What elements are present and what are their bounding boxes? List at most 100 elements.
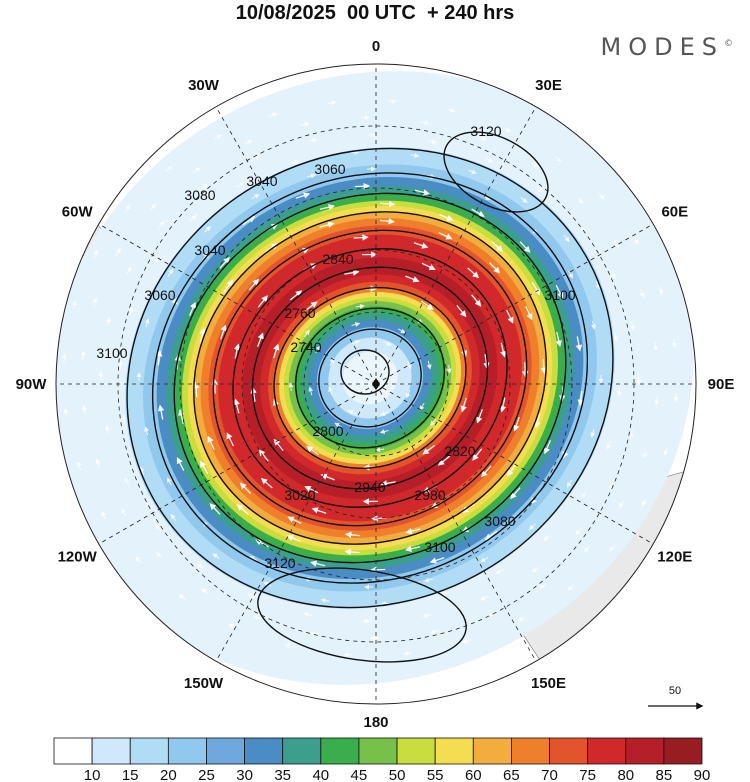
wind-vector-arrow	[456, 304, 467, 318]
wind-vector-arrow	[212, 553, 220, 560]
wind-vector-arrow	[595, 280, 600, 290]
wind-vector-arrow	[375, 447, 385, 453]
colorbar-swatch	[244, 737, 284, 765]
wind-vector-arrow	[540, 358, 548, 375]
wind-vector-arrow	[642, 498, 647, 507]
wind-vector-arrow	[543, 534, 551, 542]
colorbar-swatch	[663, 737, 703, 765]
contour-line	[273, 287, 467, 469]
height-contours	[126, 131, 614, 663]
meridian-line	[98, 223, 377, 385]
wind-vector-arrow	[124, 476, 130, 486]
wind-vector-arrow	[289, 290, 303, 301]
wind-vector-arrow	[239, 482, 251, 494]
wind-vector-arrow	[158, 220, 165, 229]
wind-vector-arrow	[420, 300, 434, 310]
wind-vector-arrow	[104, 425, 110, 434]
wind-vector-arrow	[344, 269, 360, 276]
wind-vector-arrow	[286, 535, 301, 543]
wind-vector-arrow	[563, 234, 570, 243]
longitude-label: 150E	[531, 675, 566, 692]
meridian-line	[215, 383, 377, 662]
wind-vector-arrow	[268, 112, 278, 118]
wind-vector-arrow	[334, 422, 343, 428]
wind-vector-arrow	[513, 416, 520, 432]
wind-vector-arrow	[543, 439, 551, 455]
wind-vector-arrow	[92, 297, 98, 307]
wind-vector-arrow	[568, 270, 573, 279]
wind-vector-arrow	[616, 387, 622, 397]
wind-vector-arrow	[462, 638, 472, 644]
wind-vector-arrow	[575, 336, 583, 352]
wind-vector-arrow	[426, 360, 432, 370]
colorbar-label: 60	[465, 767, 482, 782]
wind-vector-arrow	[380, 200, 396, 208]
wind-vector-arrow	[471, 294, 482, 307]
wind-vector-arrow	[71, 300, 77, 309]
colorbar-label: 15	[122, 767, 139, 782]
meridian-line	[375, 106, 537, 385]
wind-vector-arrow	[327, 100, 337, 106]
colorbar-swatch	[511, 737, 550, 765]
longitude-label: 30E	[535, 77, 562, 94]
wind-vector-arrow	[354, 182, 371, 190]
contour-label: 2840	[322, 251, 353, 267]
wind-vector-arrow	[380, 480, 396, 487]
wind-vector-arrow	[304, 486, 319, 494]
wind-vector-arrow	[351, 340, 361, 345]
longitude-labels: 0 30E 60E 90E 120E 150E 180 150W 120W 90W 60W 30W	[16, 38, 735, 731]
meridian-line	[375, 223, 654, 385]
wind-vector-arrow	[307, 173, 317, 179]
longitude-label: 180	[363, 714, 388, 731]
wind-vector-arrow	[204, 225, 211, 233]
wind-vector-arrow	[437, 455, 451, 466]
wind-vector-arrow	[404, 545, 421, 552]
meridian-line	[375, 383, 654, 545]
wind-vector-arrow	[311, 507, 327, 514]
wind-vector-arrow	[590, 428, 596, 438]
wind-vector-arrow	[403, 650, 413, 656]
wind-vector-arrow	[487, 611, 496, 617]
wind-vector-arrow	[249, 555, 258, 562]
wind-vector-arrow	[93, 249, 98, 258]
contour-label: 3040	[194, 242, 225, 258]
wind-vector-arrow	[76, 461, 82, 470]
wind-vector-arrow	[534, 413, 541, 429]
contour-label: 3120	[264, 555, 295, 571]
wind-vector-arrow	[405, 389, 411, 399]
wind-vector-arrow	[248, 278, 260, 291]
wind-vector-arrow	[236, 182, 245, 188]
wind-vector-arrow	[223, 279, 234, 293]
contour-line	[126, 147, 614, 609]
wind-vector-arrow	[192, 381, 200, 398]
colorbar-swatch	[282, 737, 322, 765]
wind-vector-arrow	[101, 511, 107, 520]
wind-vector-arrow	[115, 247, 121, 256]
wind-vector-arrow	[419, 402, 425, 411]
wind-vector-arrow	[211, 378, 219, 394]
wind-vector-arrow	[421, 262, 436, 270]
wind-vector-arrow	[126, 266, 132, 275]
colorbar-label: 25	[198, 767, 215, 782]
wind-vector-arrow	[80, 350, 86, 360]
wind-vector-arrow	[429, 557, 445, 564]
wind-vector-arrow	[305, 301, 318, 312]
longitude-label: 120E	[657, 549, 692, 566]
wind-vector-arrow	[315, 345, 321, 354]
wind-vector-arrow	[355, 303, 365, 309]
wind-vector-arrow	[347, 410, 357, 415]
wind-vector-arrow	[379, 217, 396, 225]
wind-vector-arrow	[491, 241, 504, 252]
contour-label: 3040	[246, 173, 277, 189]
wind-vector-arrow	[178, 408, 185, 424]
wind-vector-arrow	[219, 256, 230, 269]
wind-vector-arrow	[575, 527, 582, 536]
colorbar-label: 40	[312, 767, 329, 782]
colorbar-label: 20	[160, 767, 177, 782]
wind-vector-arrow	[658, 286, 664, 295]
wind-vector-arrow	[189, 214, 197, 222]
wind-vector-arrow	[608, 481, 614, 490]
contour-line	[173, 192, 567, 564]
pole-marker	[372, 378, 380, 390]
